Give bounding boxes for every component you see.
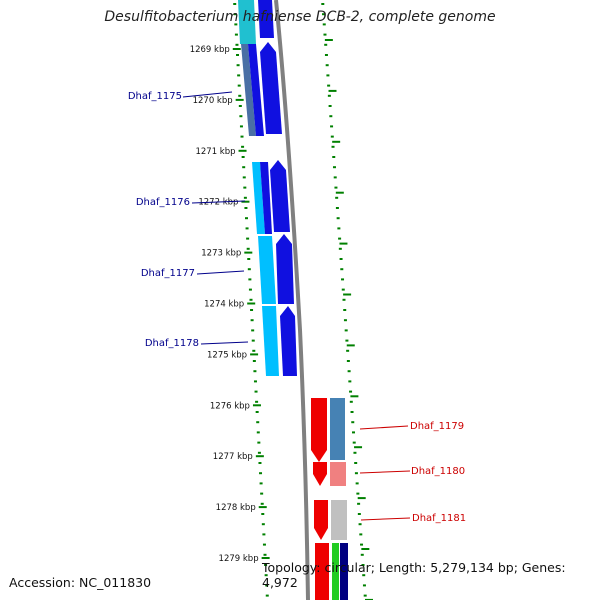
gene-block (280, 306, 297, 376)
cog-block (340, 543, 348, 600)
cog-block (262, 306, 279, 376)
tick-marks (232, 48, 270, 559)
guide-track-right (321, 3, 373, 600)
gene-label[interactable]: Dhaf_1177 (141, 268, 195, 279)
gene-labels-left: Dhaf_1175 Dhaf_1176 Dhaf_1177 Dhaf_1178 (128, 91, 249, 349)
gene-label[interactable]: Dhaf_1178 (145, 338, 199, 349)
gene-block (258, 0, 274, 38)
guide-track-left (233, 3, 269, 597)
reverse-features (311, 398, 348, 600)
accession-text: Accession: NC_011830 (9, 575, 152, 590)
gene-label[interactable]: Dhaf_1176 (136, 197, 190, 208)
genome-title: Desulfitobacterium hafniense DCB-2, comp… (104, 9, 496, 25)
gene-block (276, 234, 294, 304)
tick-label: 1275 kbp (207, 350, 247, 360)
gene-label[interactable]: Dhaf_1175 (128, 91, 182, 102)
cog-block (238, 0, 256, 44)
genome-backbone (274, 0, 310, 600)
leader-line (359, 425, 409, 430)
gene-label[interactable]: Dhaf_1180 (411, 466, 465, 477)
tick-label: 1274 kbp (204, 300, 244, 310)
gene-block (313, 462, 327, 486)
gene-block (270, 160, 290, 232)
cog-block (331, 500, 347, 540)
tick-label: 1279 kbp (219, 554, 259, 564)
tick-label: 1278 kbp (216, 503, 256, 513)
tick-label: 1270 kbp (193, 96, 233, 106)
leader-line (200, 341, 249, 345)
cog-block (248, 44, 264, 136)
leader-line (359, 470, 411, 474)
cog-block (332, 543, 339, 600)
tick-label: 1272 kbp (198, 198, 238, 208)
forward-features (238, 0, 297, 376)
gene-block (260, 42, 282, 134)
tick-label: 1269 kbp (190, 45, 230, 55)
tick-label: 1276 kbp (210, 401, 250, 411)
cog-block (252, 162, 265, 234)
cog-block (330, 462, 346, 486)
cog-block (260, 162, 272, 234)
leader-line (182, 91, 233, 98)
cog-block (258, 236, 276, 304)
gene-block (314, 500, 328, 540)
leader-line (196, 270, 245, 275)
cog-block (241, 44, 256, 136)
tick-label: 1271 kbp (195, 147, 235, 157)
tick-label: 1277 kbp (213, 452, 253, 462)
gene-label[interactable]: Dhaf_1181 (412, 513, 466, 524)
gene-block (311, 398, 327, 462)
tick-label: 1273 kbp (201, 249, 241, 259)
leader-line (360, 517, 411, 521)
leader-line (191, 200, 246, 204)
gene-label[interactable]: Dhaf_1179 (410, 421, 464, 432)
gene-labels-right: Dhaf_1179 Dhaf_1180 Dhaf_1181 (359, 421, 466, 524)
genome-summary: Topology: circular; Length: 5,279,134 bp… (262, 560, 566, 590)
cog-block (330, 398, 345, 460)
tick-labels: 1269 kbp 1270 kbp 1271 kbp 1272 kbp 1273 kbp… (190, 45, 259, 564)
gene-block (315, 543, 329, 600)
